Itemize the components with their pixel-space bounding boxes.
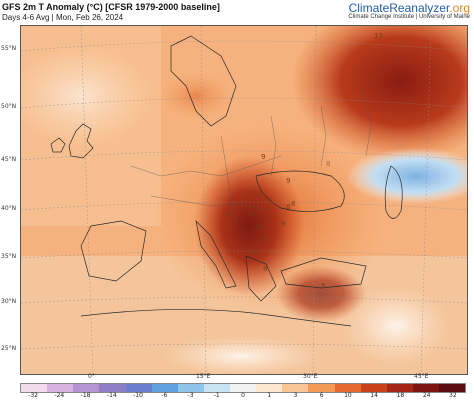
contour-value: 13 <box>374 32 383 40</box>
brand-institute: Climate Change Institute | University of… <box>348 14 470 20</box>
colorbar-tick-label: -32 <box>28 392 39 399</box>
colorbar-tick-label: 1 <box>267 392 272 399</box>
italy <box>195 219 237 289</box>
map-canvas: 13 8 9 10 11 10 10 9 8 8 8 9 8 8 8 9 <box>21 26 467 374</box>
colorbar-tick-label: 3 <box>293 392 298 399</box>
lat-label-45: 45°N <box>1 156 17 163</box>
contour-value: 9 <box>261 153 265 161</box>
contour-value: 8 <box>321 282 325 290</box>
lat-label-50: 50°N <box>1 103 17 110</box>
colorbar-tick-label: -1 <box>213 392 220 399</box>
colorbar-swatch <box>73 384 100 392</box>
graticule <box>21 26 467 374</box>
anomaly-map[interactable]: 13 8 9 10 11 10 10 9 8 8 8 9 8 8 8 9 <box>20 25 468 375</box>
colorbar-tick-label: -18 <box>80 392 91 399</box>
colorbar-swatch <box>21 384 48 392</box>
colorbar-swatch <box>47 384 74 392</box>
contour-value: 8 <box>326 160 330 168</box>
contour-value: 10 <box>249 248 258 256</box>
lat-label-40: 40°N <box>1 205 17 212</box>
greece <box>245 255 277 302</box>
colorbar-swatch <box>151 384 178 392</box>
colorbar-tick-label: 14 <box>370 392 378 399</box>
colorbar-tick-label: 0 <box>241 392 245 399</box>
contour-value: 9 <box>281 220 285 228</box>
middle-east-neutral <box>341 286 451 366</box>
map-subtitle: Days 4-6 Avg | Mon, Feb 26, 2024 <box>2 13 124 22</box>
colorbar-tick-label: 18 <box>396 392 405 399</box>
caspian-sea <box>384 165 403 219</box>
contour-value: 8 <box>263 265 267 273</box>
scandinavia-warm <box>156 71 236 121</box>
colorbar-tick-label: 6 <box>319 392 324 399</box>
lon-label-45e: 45°E <box>414 373 429 380</box>
north-africa-neutral <box>161 336 321 374</box>
brand-block: ClimateReanalyzer.org Climate Change Ins… <box>348 1 470 20</box>
colorbar-tick-label: -24 <box>54 392 65 399</box>
map-title: GFS 2m T Anomaly (°C) [CFSR 1979-2000 ba… <box>2 2 220 12</box>
colorbar-swatch <box>203 384 230 392</box>
colorbar-swatch <box>230 384 257 392</box>
ireland <box>50 137 66 153</box>
contour-value: 8 <box>286 203 290 211</box>
colorbar-swatch <box>308 384 335 392</box>
contour-value: 8 <box>291 200 295 208</box>
colorbar-swatch <box>334 384 361 392</box>
british-isles <box>68 123 94 159</box>
colorbar-tick-label: 10 <box>344 392 352 399</box>
contour-value: 9 <box>263 235 267 243</box>
anatolia-warm-core <box>276 266 366 322</box>
atlantic-neutral <box>21 46 151 146</box>
caspian-cold-area <box>346 148 467 204</box>
lon-label-15e: 15°E <box>196 373 211 380</box>
colorbar-swatch <box>99 384 126 392</box>
contour-value: 11 <box>247 210 256 218</box>
brand-logo[interactable]: ClimateReanalyzer.org <box>348 1 470 15</box>
brand-name: ClimateReanalyzer <box>348 1 450 15</box>
lat-label-30: 30°N <box>1 298 17 305</box>
contour-value: 8 <box>243 257 247 265</box>
coastlines <box>50 35 403 327</box>
brand-tld: .org <box>449 1 470 15</box>
contour-value: 10 <box>253 190 262 198</box>
colorbar-swatch <box>282 384 309 392</box>
lat-label-35: 35°N <box>1 253 17 260</box>
contour-value: 10 <box>255 223 264 231</box>
colorbar-ticks: -32 -24 -18 -14 -10 -6 -3 -1 0 1 3 6 10 14 18 24 32 <box>20 392 466 402</box>
colorbar-swatch <box>177 384 204 392</box>
colorbar-tick-label: -10 <box>133 392 143 399</box>
contour-value: 8 <box>225 210 229 218</box>
colorbar-tick-label: 32 <box>449 392 457 399</box>
colorbar-tick-label: 24 <box>422 392 431 399</box>
colorbar-swatch <box>256 384 283 392</box>
iberia <box>80 220 147 282</box>
scandinavia <box>170 35 237 127</box>
colorbar-swatch <box>439 384 466 392</box>
colorbar-tick-label: -3 <box>187 392 194 399</box>
lon-label-30e: 30°E <box>303 373 318 380</box>
colorbar <box>20 383 466 393</box>
contour-value: 9 <box>286 177 290 185</box>
colorbar-swatch <box>360 384 387 392</box>
north-africa-coast <box>80 309 352 327</box>
colorbar-tick-label: -6 <box>161 392 168 399</box>
colorbar-swatch <box>412 384 439 392</box>
colorbar-swatch <box>125 384 152 392</box>
lat-label-55: 55°N <box>1 45 17 52</box>
colorbar-swatch <box>386 384 413 392</box>
colorbar-tick-label: -14 <box>106 392 117 399</box>
black-sea <box>255 170 345 212</box>
balkan-warm-core <box>194 156 304 296</box>
lon-label-0: 0° <box>88 373 95 380</box>
borders <box>130 85 372 227</box>
anatolia <box>280 257 367 289</box>
northeast-warm-core <box>291 26 467 161</box>
lat-label-25: 25°N <box>1 345 17 352</box>
